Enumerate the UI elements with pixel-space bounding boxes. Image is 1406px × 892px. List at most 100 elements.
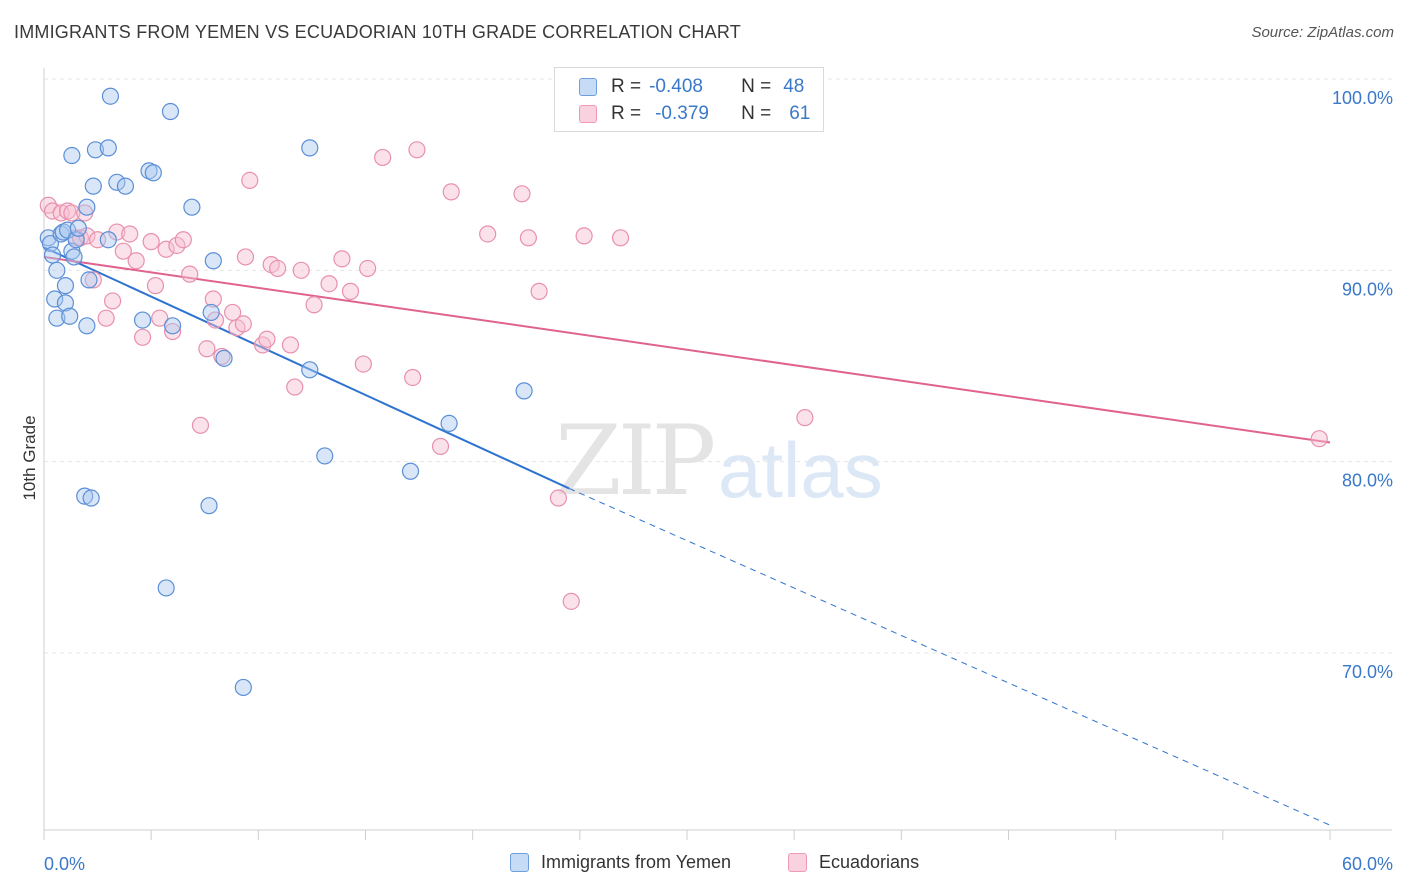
point-ecuadorian (157, 240, 175, 258)
point-ecuadorian (333, 250, 351, 268)
point-yemen (316, 447, 334, 465)
point-yemen (157, 579, 175, 597)
point-yemen (86, 141, 105, 159)
point-yemen (56, 277, 75, 295)
point-ecuadorian (258, 330, 276, 348)
point-ecuadorian (174, 231, 192, 249)
x-tick-label: 0.0% (44, 854, 85, 874)
point-yemen (515, 382, 533, 400)
point-yemen (401, 462, 420, 480)
tick-labels: 70.0% 80.0% 90.0% 100.0% 0.0% 60.0% (44, 88, 1393, 874)
series-legend: Immigrants from Yemen Ecuadorians (0, 852, 1406, 878)
point-ecuadorian (97, 309, 115, 327)
point-ecuadorian (796, 409, 814, 427)
point-yemen (61, 307, 79, 325)
y-tick-label: 100.0% (1332, 88, 1393, 108)
trend-line-ecuadorians (43, 255, 1331, 444)
y-tick-label: 80.0% (1342, 471, 1393, 491)
point-yemen (161, 102, 180, 121)
point-ecuadorian (234, 315, 252, 333)
legend-label-yemen: Immigrants from Yemen (541, 852, 732, 872)
legend-r-value: -0.379 (655, 103, 709, 124)
point-yemen (183, 198, 201, 216)
point-yemen (116, 177, 135, 195)
point-yemen (108, 173, 126, 191)
legend-swatch-ecuadorians (579, 105, 597, 123)
point-yemen (43, 246, 62, 264)
point-yemen (133, 311, 152, 329)
point-yemen (101, 87, 120, 105)
watermark-atlas: atlas (718, 426, 883, 514)
legend-row-yemen: R = -0.408 N = 48 (579, 76, 804, 98)
point-ecuadorian (191, 416, 210, 434)
legend-swatch-ecuadorians (788, 853, 807, 872)
source-label: Source: ZipAtlas.com (1251, 24, 1394, 41)
point-ecuadorian (320, 275, 338, 293)
point-yemen (164, 317, 182, 335)
point-ecuadorian (408, 141, 426, 159)
point-yemen (202, 303, 220, 322)
point-yemen (58, 221, 77, 239)
x-tick-label: 60.0% (1342, 854, 1393, 874)
point-yemen (204, 252, 222, 270)
point-yemen (48, 261, 66, 279)
point-yemen (144, 164, 162, 182)
legend-swatch-yemen (510, 853, 529, 872)
point-yemen (301, 139, 319, 157)
point-yemen (99, 139, 117, 157)
chart-title: IMMIGRANTS FROM YEMEN VS ECUADORIAN 10TH… (14, 22, 741, 42)
point-ecuadorian (121, 225, 139, 243)
point-ecuadorian (281, 336, 300, 354)
point-ecuadorian (127, 252, 145, 270)
point-ecuadorian (479, 225, 497, 243)
point-ecuadorian (519, 229, 537, 247)
point-ecuadorian (133, 328, 152, 346)
point-yemen (78, 198, 96, 216)
point-ecuadorian (114, 242, 132, 260)
trend-line-yemen-extension (568, 487, 1331, 826)
point-ecuadorian (181, 265, 199, 283)
grid-lines (44, 78, 1392, 654)
legend-label-ecuadorians: Ecuadorians (819, 852, 920, 872)
point-ecuadorian (292, 261, 310, 279)
point-yemen (48, 309, 66, 327)
point-ecuadorian (341, 282, 360, 300)
legend-n-label: N = (741, 76, 772, 97)
data-points (39, 87, 1328, 697)
legend-r-label: R = (611, 76, 642, 97)
point-ecuadorian (404, 368, 422, 387)
point-ecuadorian (142, 233, 160, 251)
point-ecuadorian (359, 259, 377, 278)
point-ecuadorian (354, 355, 372, 373)
y-tick-label: 90.0% (1342, 279, 1393, 299)
point-ecuadorian (63, 204, 81, 222)
legend-n-label: N = (741, 103, 772, 124)
legend-item-ecuadorians[interactable]: Ecuadorians (788, 852, 919, 873)
legend-row-ecuadorians: R = -0.379 N = 61 (579, 103, 810, 125)
point-yemen (78, 317, 96, 335)
point-ecuadorian (269, 259, 287, 278)
point-ecuadorian (562, 592, 580, 610)
point-yemen (99, 231, 117, 249)
point-ecuadorian (549, 489, 568, 507)
legend-r-value: -0.408 (649, 76, 703, 97)
point-ecuadorian (84, 271, 102, 289)
y-tick-label: 70.0% (1342, 662, 1393, 682)
trend-lines (43, 246, 1331, 826)
stats-legend: R = -0.408 N = 48 R = -0.379 N = 61 (554, 67, 824, 132)
axes (43, 68, 1392, 840)
point-yemen (440, 414, 458, 432)
point-ecuadorian (151, 309, 169, 327)
legend-n-value: 48 (783, 76, 805, 97)
legend-swatch-yemen (579, 78, 597, 96)
legend-item-yemen[interactable]: Immigrants from Yemen (510, 852, 731, 873)
point-yemen (200, 497, 218, 515)
point-ecuadorian (198, 340, 216, 358)
point-ecuadorian (530, 282, 548, 300)
point-yemen (80, 271, 98, 289)
point-ecuadorian (241, 171, 259, 190)
point-ecuadorian (442, 183, 460, 201)
point-yemen (301, 361, 319, 379)
point-yemen (82, 489, 100, 507)
